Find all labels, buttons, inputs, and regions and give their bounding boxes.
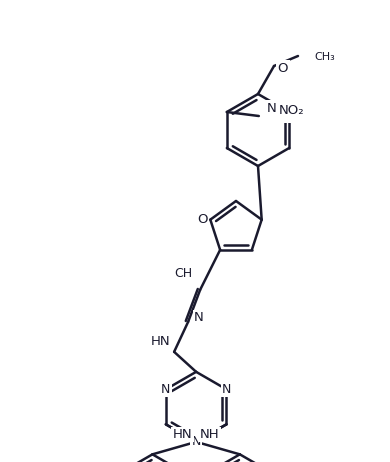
Text: O: O bbox=[278, 61, 288, 74]
Text: HN: HN bbox=[151, 335, 170, 348]
Text: NO₂: NO₂ bbox=[279, 103, 305, 116]
Text: NH: NH bbox=[200, 428, 220, 441]
Text: HN: HN bbox=[173, 428, 192, 441]
Text: O₂: O₂ bbox=[279, 109, 295, 122]
Text: O: O bbox=[197, 213, 207, 226]
Text: N: N bbox=[161, 383, 170, 396]
Text: CH: CH bbox=[174, 267, 192, 280]
Text: N: N bbox=[191, 435, 201, 448]
Text: N: N bbox=[194, 311, 204, 324]
Text: N: N bbox=[222, 383, 231, 396]
Text: N: N bbox=[267, 102, 277, 115]
Text: CH₃: CH₃ bbox=[314, 52, 335, 62]
